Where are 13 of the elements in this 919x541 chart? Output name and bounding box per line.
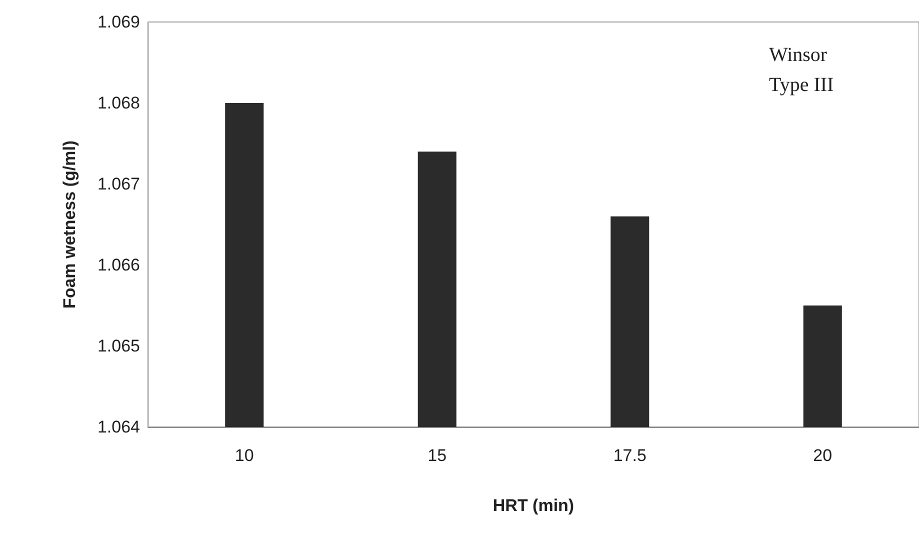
- y-tick-label: 1.069: [97, 12, 140, 32]
- y-tick-label: 1.065: [97, 336, 140, 356]
- y-tick-label: 1.066: [97, 256, 140, 274]
- x-tick-label: 10: [234, 446, 254, 465]
- y-tick-label: 1.068: [97, 94, 140, 112]
- x-tick-label: 17.5: [613, 446, 646, 465]
- x-tick-label: 15: [428, 446, 447, 465]
- x-tick-label: 20: [813, 446, 832, 465]
- y-axis-title: Foam wetness (g/ml): [60, 140, 79, 309]
- y-tick-label: 1.064: [97, 418, 140, 436]
- annotation: Winsor Type III: [769, 44, 834, 96]
- y-tick-label: 1.067: [97, 174, 140, 194]
- x-axis-title: HRT (min): [492, 496, 574, 515]
